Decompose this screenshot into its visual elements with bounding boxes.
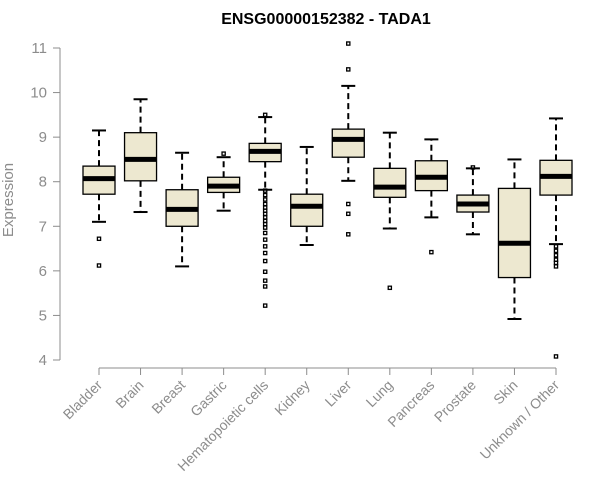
outlier-point (262, 284, 268, 289)
box-group (539, 117, 573, 359)
outlier-point (553, 248, 559, 254)
outlier-point (262, 237, 268, 242)
outlier-point (262, 269, 268, 274)
outlier-point (96, 263, 102, 268)
outlier-point (553, 260, 559, 266)
y-tick-label: 5 (39, 307, 47, 324)
box-group (82, 129, 116, 268)
outlier-point (346, 211, 351, 217)
x-tick-label: Skin (490, 377, 521, 408)
chart-title: ENSG00000152382 - TADA1 (221, 11, 431, 28)
box-group (373, 131, 407, 291)
outlier-point (346, 232, 351, 237)
box-group (206, 151, 241, 212)
outlier-point (429, 249, 434, 255)
outlier-point (553, 244, 559, 249)
box-group (165, 151, 199, 268)
outlier-point (262, 250, 268, 256)
y-tick-label: 11 (31, 40, 47, 57)
outlier-point (553, 264, 559, 269)
box-group (331, 41, 365, 237)
iqr-box (123, 132, 158, 182)
x-tick-label: Unknown / Other (477, 377, 563, 463)
y-tick-label: 7 (39, 218, 47, 235)
y-tick-label: 10 (30, 85, 47, 102)
outlier-point (346, 201, 351, 207)
x-tick-label: Lung (363, 377, 396, 410)
outlier-point (346, 67, 351, 72)
outlier-point (553, 354, 559, 359)
y-axis: 4 5 6 7 8 9 10 11 (30, 40, 61, 369)
outlier-point (262, 197, 268, 202)
outlier-point (262, 112, 268, 118)
y-axis-label: Expression (0, 163, 17, 237)
box-group (414, 138, 449, 255)
outlier-point (262, 230, 268, 236)
x-tick-label: Bladder (60, 377, 106, 423)
x-tick-label: Kidney (271, 377, 313, 419)
outlier-point (262, 278, 268, 283)
outlier-point (262, 303, 268, 308)
outlier-point (262, 258, 268, 264)
box-group (123, 98, 158, 214)
x-tick-label: Liver (322, 377, 355, 410)
outlier-point (553, 253, 559, 258)
outlier-point (96, 236, 102, 242)
plot-area (82, 41, 573, 359)
iqr-box (373, 167, 407, 198)
x-tick-label: Breast (148, 377, 188, 417)
x-tick-label: Brain (112, 377, 146, 411)
y-tick-label: 8 (39, 174, 47, 191)
outlier-point (470, 165, 476, 170)
outlier-point (262, 188, 268, 193)
box-group (290, 145, 324, 247)
outlier-point (262, 244, 268, 249)
iqr-box (290, 193, 324, 227)
outlier-point (262, 211, 268, 217)
iqr-box (497, 187, 532, 279)
box-group (456, 165, 490, 236)
y-tick-label: 9 (39, 129, 47, 146)
outlier-point (387, 285, 393, 291)
outlier-point (262, 192, 268, 198)
iqr-box (331, 128, 365, 158)
outlier-point (262, 201, 268, 207)
box-group (497, 158, 532, 320)
x-tick-label: Prostate (431, 377, 479, 425)
outlier-point (221, 151, 226, 156)
outlier-point (262, 225, 268, 230)
box-group (248, 112, 282, 308)
outlier-point (262, 215, 268, 220)
outlier-point (262, 221, 268, 227)
y-tick-label: 4 (39, 352, 47, 369)
y-tick-label: 6 (39, 263, 47, 280)
outlier-point (346, 41, 351, 46)
